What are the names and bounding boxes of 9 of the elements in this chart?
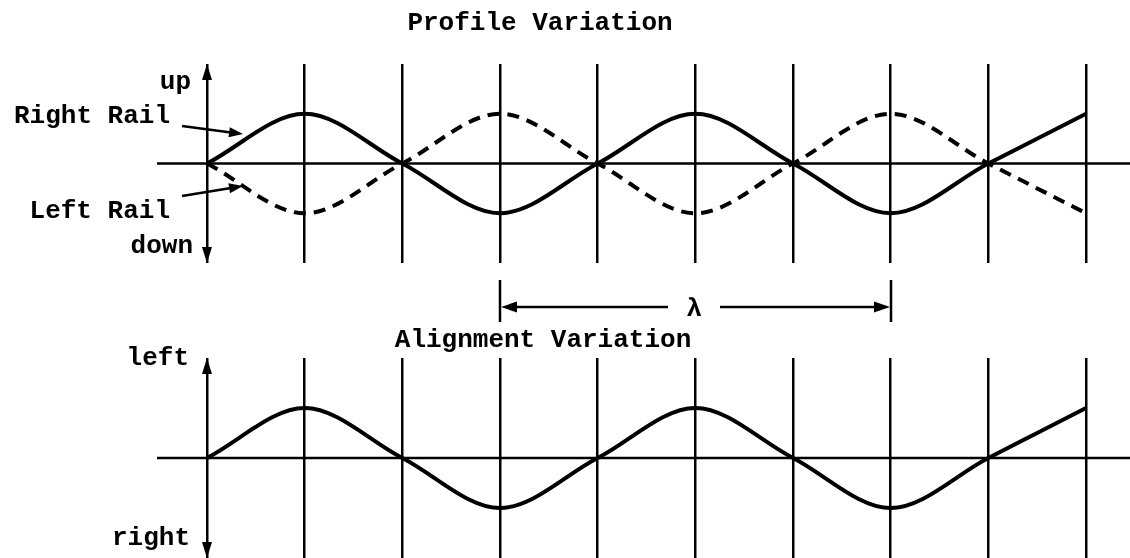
- chart-title: Profile Variation: [407, 7, 673, 38]
- text: right: [111, 522, 190, 553]
- text: left: [126, 342, 189, 373]
- text: down: [130, 230, 193, 261]
- legend-label: Right Rail: [13, 100, 170, 131]
- text: up: [159, 66, 191, 97]
- series-label: Left Rail: [29, 195, 170, 226]
- text: λ: [686, 293, 702, 324]
- chart-title: Alignment Variation: [394, 324, 692, 355]
